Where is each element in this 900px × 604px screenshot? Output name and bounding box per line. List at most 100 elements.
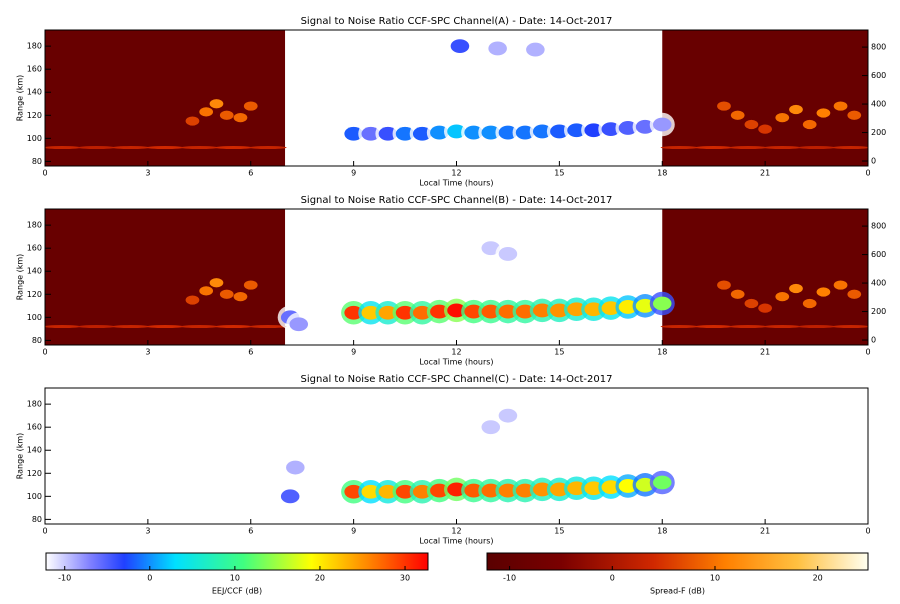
night-region: [45, 209, 286, 345]
echo: [498, 304, 518, 319]
night-region: [662, 209, 868, 345]
echo: [77, 325, 116, 329]
echo: [146, 325, 184, 329]
echo: [729, 325, 767, 329]
echo: [233, 112, 248, 123]
echo: [802, 298, 817, 309]
plot-bg: [45, 388, 868, 524]
x-tick-label: 21: [760, 527, 770, 536]
echo: [45, 146, 82, 150]
echo: [214, 325, 253, 329]
echo: [567, 481, 586, 496]
x-tick-label: 0: [42, 348, 47, 357]
y2-tick-label: 600: [871, 71, 886, 80]
echo: [481, 241, 501, 256]
echo: [498, 408, 518, 423]
echo: [481, 125, 501, 140]
echo: [111, 146, 150, 150]
echo: [481, 420, 501, 435]
night-region: [662, 30, 868, 166]
echo: [816, 287, 831, 297]
x-tick-label: 0: [865, 527, 870, 536]
echo: [378, 484, 398, 499]
colorbar-tick-label: 0: [610, 574, 615, 583]
y-tick-label: 180: [27, 42, 42, 51]
colorbar-tick-label: 20: [315, 574, 325, 583]
echo: [430, 483, 449, 498]
y2-tick-label: 800: [871, 43, 886, 52]
echo: [831, 146, 868, 150]
echo: [199, 286, 214, 296]
echo: [744, 119, 759, 130]
x-tick-label: 6: [248, 169, 253, 178]
echo: [361, 126, 381, 141]
echo: [185, 295, 200, 305]
echo: [361, 305, 381, 320]
night-region: [45, 30, 286, 166]
x-tick-label: 12: [451, 348, 461, 357]
echo: [847, 110, 862, 120]
echo: [789, 104, 803, 115]
x-tick-label: 9: [351, 169, 356, 178]
echo: [249, 325, 287, 329]
chart-title: Signal to Noise Ratio CCF-SPC Channel(A)…: [301, 16, 613, 27]
colorbar: [45, 552, 429, 571]
echo: [730, 289, 745, 299]
echo: [660, 146, 699, 150]
echo: [378, 126, 398, 141]
echo: [498, 247, 518, 261]
x-tick-label: 6: [248, 348, 253, 357]
echo: [584, 123, 603, 138]
plot-area: [45, 209, 868, 345]
colorbar: [486, 552, 869, 571]
echo: [550, 124, 569, 139]
colorbar-tick-label: 10: [230, 574, 240, 583]
echo: [180, 325, 219, 329]
y-axis-label: Range (km): [16, 433, 25, 480]
x-tick-label: 9: [351, 348, 356, 357]
x-tick-label: 15: [554, 169, 564, 178]
echo: [498, 125, 518, 140]
echo: [618, 121, 638, 135]
echo: [199, 107, 214, 117]
x-tick-label: 0: [865, 348, 870, 357]
chart-title: Signal to Noise Ratio CCF-SPC Channel(B)…: [301, 195, 613, 206]
echo: [209, 278, 224, 288]
y-tick-label: 100: [27, 134, 42, 143]
echo: [601, 301, 621, 316]
echo: [214, 146, 253, 150]
y2-tick-label: 200: [871, 307, 886, 316]
echo: [635, 477, 655, 492]
x-tick-label: 18: [657, 527, 667, 536]
echo: [185, 116, 200, 126]
y-tick-label: 140: [27, 267, 42, 276]
x-tick-label: 3: [145, 527, 150, 536]
echo: [515, 125, 535, 140]
echo: [758, 124, 772, 134]
y2-tick-label: 600: [871, 250, 886, 259]
x-tick-label: 0: [42, 527, 47, 536]
echo: [775, 291, 790, 302]
echo: [378, 305, 398, 320]
echo: [789, 283, 803, 294]
y-tick-label: 80: [32, 515, 42, 524]
echo: [464, 125, 483, 140]
echo: [775, 112, 790, 123]
echo: [412, 305, 432, 320]
echo: [660, 325, 699, 329]
echo: [526, 42, 545, 57]
echo: [344, 484, 363, 499]
echo: [219, 110, 234, 120]
echo: [280, 489, 300, 504]
x-tick-label: 3: [145, 348, 150, 357]
echo: [447, 124, 466, 139]
y-tick-label: 160: [27, 244, 42, 253]
echo: [584, 481, 603, 496]
colorbar-label: Spread-F (dB): [650, 587, 705, 596]
y-tick-label: 140: [27, 446, 42, 455]
echo: [797, 325, 836, 329]
y-tick-label: 180: [27, 400, 42, 409]
echo: [567, 123, 586, 138]
echo: [847, 289, 862, 299]
